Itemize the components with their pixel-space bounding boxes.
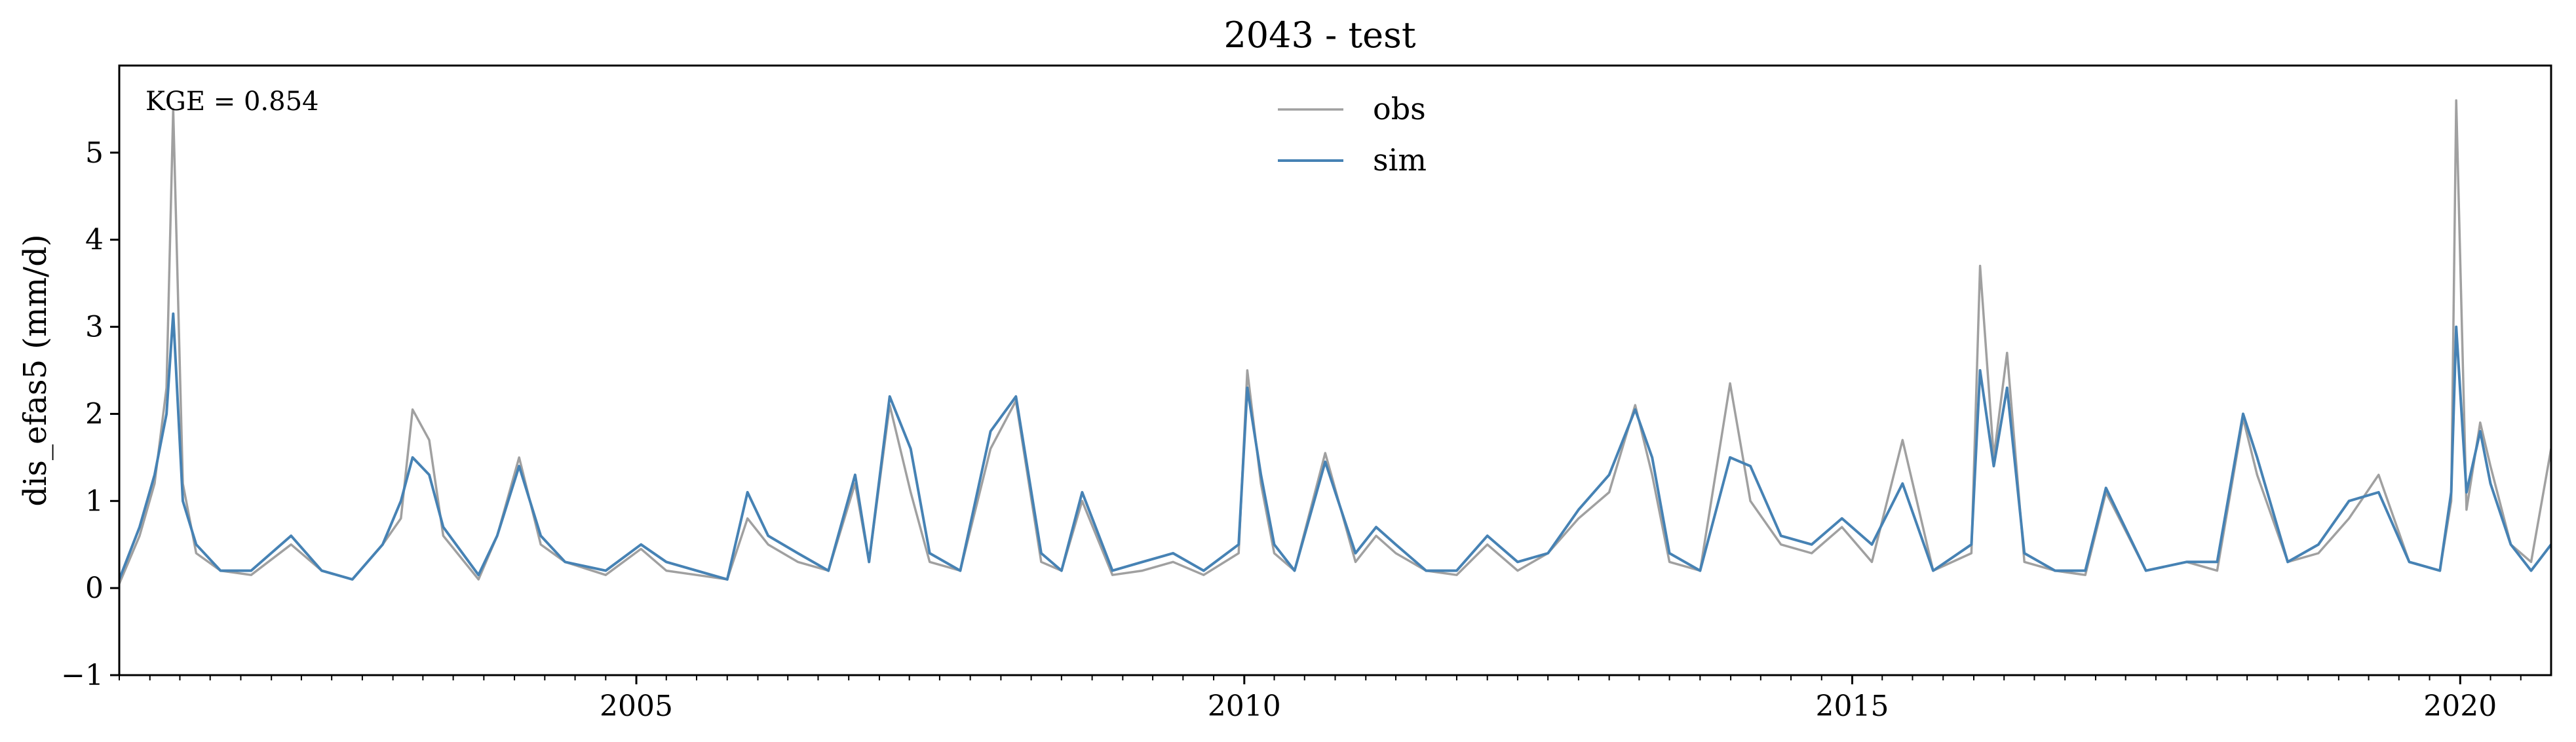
series-line-sim	[119, 312, 2551, 581]
x-tick-label: 2020	[2423, 690, 2497, 723]
chart-title: 2043 - test	[1223, 14, 1415, 56]
y-axis: −1 0 1 2 3 4 5	[61, 136, 119, 692]
y-tick-label: 2	[85, 397, 104, 431]
axes-frame	[118, 64, 2552, 676]
plot-area	[118, 64, 2552, 676]
series-line-obs	[119, 99, 2551, 585]
y-axis-label: dis_efas5 (mm/d)	[17, 234, 54, 506]
x-tick-label: 2005	[600, 690, 673, 723]
x-tick-label: 2010	[1208, 690, 1281, 723]
kge-annotation: KGE = 0.854	[145, 87, 319, 117]
y-tick-label: −1	[61, 659, 104, 692]
legend-label-sim: sim	[1373, 142, 1427, 178]
y-tick-label: 4	[85, 224, 104, 257]
legend: obs sim	[1278, 91, 1427, 178]
y-tick-label: 0	[85, 572, 104, 605]
legend-label-obs: obs	[1373, 91, 1426, 127]
series-layer	[119, 99, 2551, 585]
x-axis: 2005 2010 2015 2020	[119, 675, 2522, 723]
y-tick-label: 1	[85, 484, 104, 518]
x-tick-label: 2015	[1816, 690, 1889, 723]
y-tick-label: 5	[85, 136, 104, 170]
y-tick-label: 3	[85, 311, 104, 344]
